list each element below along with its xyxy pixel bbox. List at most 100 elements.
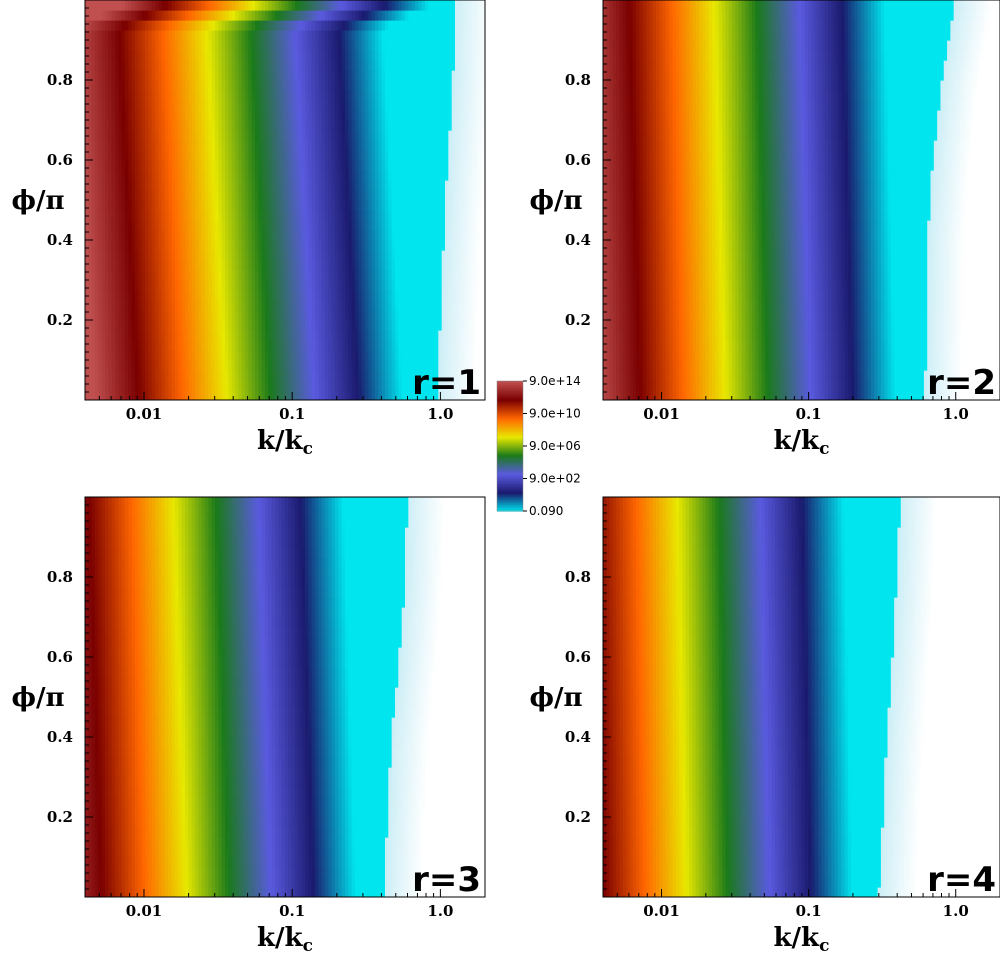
- heatmap-cell: [168, 320, 173, 331]
- heatmap-cell: [358, 340, 363, 351]
- heatmap-cell: [365, 380, 369, 391]
- heatmap-cell: [405, 70, 409, 81]
- heatmap-cell: [338, 0, 343, 11]
- heatmap-cell: [371, 360, 376, 371]
- heatmap-cell: [804, 390, 809, 400]
- heatmap-cell: [215, 390, 219, 400]
- heatmap-cell: [298, 280, 303, 291]
- heatmap-cell: [405, 130, 409, 141]
- heatmap-cell: [195, 250, 199, 261]
- heatmap-cell: [155, 300, 159, 311]
- heatmap-cell: [328, 320, 333, 331]
- heatmap-cell: [108, 150, 113, 161]
- heatmap-cell: [361, 260, 366, 271]
- heatmap-cell: [428, 340, 433, 351]
- heatmap-cell: [171, 120, 176, 131]
- heatmap-cell: [451, 0, 456, 11]
- heatmap-cell: [391, 30, 396, 41]
- heatmap-cell: [238, 290, 243, 301]
- heatmap-cell: [465, 220, 469, 231]
- heatmap-cell: [235, 180, 239, 191]
- heatmap-cell: [95, 210, 99, 221]
- heatmap-cell: [455, 120, 459, 131]
- heatmap-cell: [385, 100, 389, 111]
- heatmap-cell: [348, 300, 353, 311]
- heatmap-cell: [251, 50, 256, 61]
- heatmap-cell: [255, 30, 259, 41]
- heatmap-cell: [181, 110, 186, 121]
- heatmap-cell: [241, 0, 246, 11]
- heatmap-cell: [348, 330, 353, 341]
- heatmap-cell: [118, 220, 123, 231]
- heatmap-cell: [131, 30, 136, 41]
- heatmap-cell: [421, 130, 426, 141]
- heatmap-cell: [98, 230, 103, 241]
- heatmap-cell: [251, 60, 256, 71]
- heatmap-cell: [381, 110, 386, 121]
- heatmap-cell: [468, 60, 473, 71]
- heatmap-cell: [141, 110, 146, 121]
- heatmap-cell: [105, 130, 109, 141]
- heatmap-cell: [205, 30, 209, 41]
- heatmap-cell: [108, 50, 113, 61]
- heatmap-cell: [121, 320, 126, 331]
- heatmap-cell: [305, 280, 309, 291]
- heatmap-cell: [225, 210, 229, 221]
- heatmap-cell: [361, 180, 366, 191]
- heatmap-cell: [111, 210, 116, 221]
- heatmap-cell: [662, 390, 667, 400]
- heatmap-cell: [238, 50, 243, 61]
- heatmap-cell: [311, 140, 316, 151]
- heatmap-cell: [218, 190, 223, 201]
- heatmap-cell: [185, 250, 189, 261]
- heatmap-cell: [301, 250, 306, 261]
- heatmap-cell: [235, 40, 239, 51]
- heatmap-cell: [245, 280, 249, 291]
- heatmap-cell: [428, 240, 433, 251]
- heatmap-cell: [771, 390, 776, 400]
- heatmap-cell: [441, 270, 446, 281]
- heatmap-cell: [151, 20, 156, 31]
- heatmap-cell: [305, 350, 309, 361]
- heatmap-cell: [275, 300, 279, 311]
- heatmap-cell: [211, 350, 216, 361]
- heatmap-cell: [118, 310, 123, 321]
- heatmap-cell: [351, 50, 356, 61]
- heatmap-cell: [98, 220, 103, 231]
- heatmap-cell: [235, 170, 239, 181]
- heatmap-cell: [128, 380, 133, 391]
- heatmap-cell: [125, 290, 129, 301]
- heatmap-cell: [368, 30, 373, 41]
- heatmap-cell: [325, 230, 329, 241]
- heatmap-cell: [271, 250, 276, 261]
- heatmap-cell: [98, 350, 103, 361]
- heatmap-cell: [145, 90, 149, 101]
- heatmap-cell: [208, 230, 213, 241]
- heatmap-cell: [128, 330, 133, 341]
- heatmap-cell: [913, 390, 918, 400]
- heatmap-cell: [328, 200, 333, 211]
- heatmap-cell: [215, 270, 219, 281]
- heatmap-cell: [155, 70, 159, 81]
- heatmap-cell: [325, 190, 329, 201]
- heatmap-cell: [241, 250, 246, 261]
- heatmap-cell: [258, 170, 263, 181]
- heatmap-cell: [185, 170, 189, 181]
- heatmap-cell: [321, 130, 326, 141]
- heatmap-cell: [475, 130, 479, 141]
- heatmap-cell: [438, 80, 443, 91]
- heatmap-cell: [135, 180, 139, 191]
- heatmap-cell: [191, 240, 196, 251]
- heatmap-cell: [398, 360, 403, 371]
- heatmap-cell: [348, 150, 353, 161]
- heatmap-cell: [115, 30, 119, 41]
- heatmap-cell: [218, 310, 223, 321]
- heatmap-cell: [231, 10, 236, 21]
- heatmap-cell: [255, 130, 259, 141]
- heatmap-cell: [145, 320, 149, 331]
- heatmap-cell: [145, 270, 149, 281]
- heatmap-cell: [291, 180, 296, 191]
- heatmap-cell: [358, 270, 363, 281]
- heatmap-cell: [88, 180, 93, 191]
- heatmap-cell: [138, 90, 143, 101]
